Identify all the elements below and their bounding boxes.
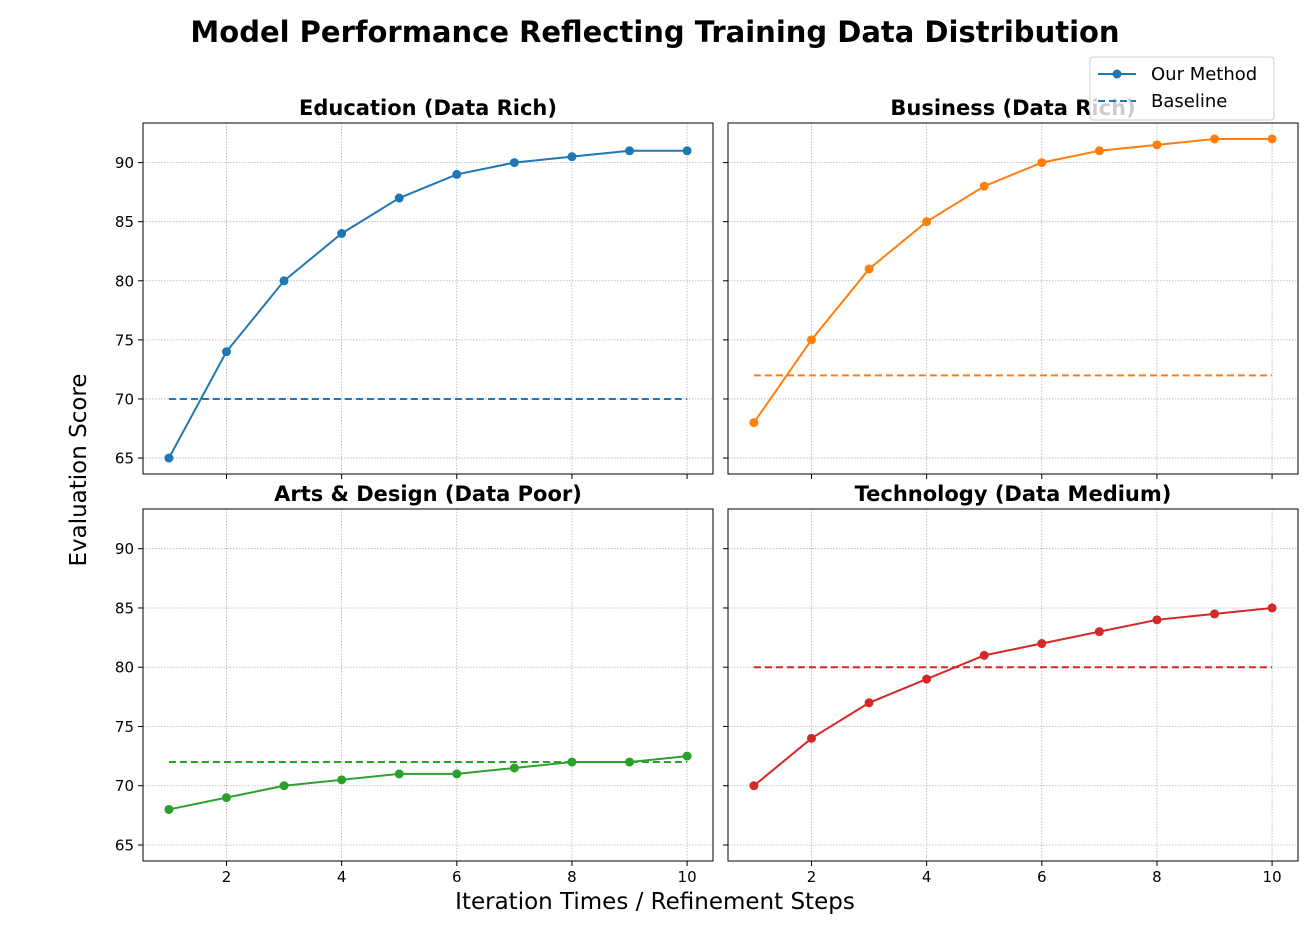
our-method-point [337, 775, 347, 785]
x-tick-label: 4 [337, 868, 347, 886]
y-tick-label: 70 [115, 390, 134, 408]
our-method-point [625, 146, 635, 156]
our-method-point [625, 757, 635, 767]
our-method-point [164, 804, 174, 814]
legend-box [1089, 56, 1275, 121]
our-method-point [164, 453, 174, 463]
our-method-point [509, 763, 519, 773]
x-tick-label: 6 [1037, 868, 1047, 886]
our-method-line [753, 606, 1273, 787]
x-tick-label: 10 [1263, 868, 1282, 886]
x-tick-label: 2 [222, 868, 232, 886]
legend-label-baseline: Baseline [1151, 91, 1227, 112]
our-method-point [337, 229, 347, 238]
our-method-point [979, 650, 989, 660]
x-tick-label: 10 [678, 868, 697, 886]
y-tick-label: 90 [115, 540, 134, 558]
x-tick-label: 6 [452, 868, 462, 886]
x-tick-label: 4 [922, 868, 932, 886]
our-method-point [864, 264, 874, 274]
our-method-point [567, 757, 577, 767]
y-tick-label: 90 [115, 154, 134, 172]
subplot-title: Technology (Data Medium) [855, 482, 1172, 506]
our-method-point [1210, 134, 1220, 144]
axes-frame [142, 122, 714, 475]
our-method-point [922, 217, 932, 227]
y-tick-label: 80 [115, 272, 134, 290]
our-method-point [749, 418, 759, 428]
our-method-line [753, 137, 1273, 424]
legend-our-method-marker [1112, 69, 1122, 79]
our-method-point [1037, 158, 1047, 168]
y-tick-label: 85 [115, 213, 134, 231]
our-method-point [394, 193, 404, 203]
our-method-point [509, 158, 519, 168]
y-axis-label: Evaluation Score [66, 373, 92, 566]
subplot-title: Arts & Design (Data Poor) [274, 482, 582, 506]
y-tick-label: 65 [115, 837, 134, 855]
our-method-point [682, 146, 692, 156]
subplots: Education (Data Rich) 65 70 75 80 85 90 Busines… [115, 96, 1299, 886]
our-method-point [979, 181, 989, 191]
our-method-point [682, 751, 692, 761]
y-tick-label: 80 [115, 659, 134, 677]
our-method-point [1152, 140, 1162, 150]
our-method-point [452, 169, 462, 179]
axes-frame [727, 122, 1299, 475]
our-method-point [806, 335, 816, 345]
axes-frame [142, 508, 714, 862]
our-method-line [168, 149, 688, 459]
our-method-point [221, 347, 231, 357]
subplot-4: Technology (Data Medium) 2 4 6 8 10 [723, 482, 1299, 886]
subplot-3: Arts & Design (Data Poor) 2 4 6 8 10 65 70 75 80 8… [115, 482, 714, 886]
our-method-point [749, 781, 759, 791]
our-method-point [394, 769, 404, 779]
our-method-point [1267, 134, 1277, 144]
y-tick-label: 65 [115, 450, 134, 468]
our-method-point [864, 698, 874, 708]
subplot-title: Education (Data Rich) [299, 96, 557, 120]
x-tick-label: 2 [807, 868, 817, 886]
legend: Our Method Baseline [1089, 56, 1275, 121]
our-method-line [168, 755, 688, 811]
our-method-point [1094, 146, 1104, 156]
x-tick-label: 8 [567, 868, 577, 886]
our-method-point [1094, 627, 1104, 637]
our-method-point [806, 733, 816, 743]
y-tick-label: 85 [115, 599, 134, 617]
x-tick-label: 8 [1152, 868, 1162, 886]
our-method-point [1037, 639, 1047, 649]
legend-label-our-method: Our Method [1151, 64, 1257, 85]
our-method-point [922, 674, 932, 684]
our-method-point [452, 769, 462, 779]
our-method-point [567, 152, 577, 162]
subplot-1: Education (Data Rich) 65 70 75 80 85 90 [115, 96, 714, 479]
our-method-point [279, 781, 289, 791]
our-method-point [1152, 615, 1162, 625]
our-method-point [1267, 603, 1277, 613]
y-tick-label: 70 [115, 777, 134, 795]
y-tick-label: 75 [115, 718, 134, 736]
figure-title: Model Performance Reflecting Training Da… [190, 15, 1119, 49]
our-method-point [1210, 609, 1220, 619]
our-method-point [279, 276, 289, 286]
x-axis-label: Iteration Times / Refinement Steps [455, 889, 855, 915]
subplot-2: Business (Data Rich) [723, 96, 1299, 479]
y-tick-label: 75 [115, 331, 134, 349]
axes-frame [727, 508, 1299, 862]
our-method-point [221, 793, 231, 803]
